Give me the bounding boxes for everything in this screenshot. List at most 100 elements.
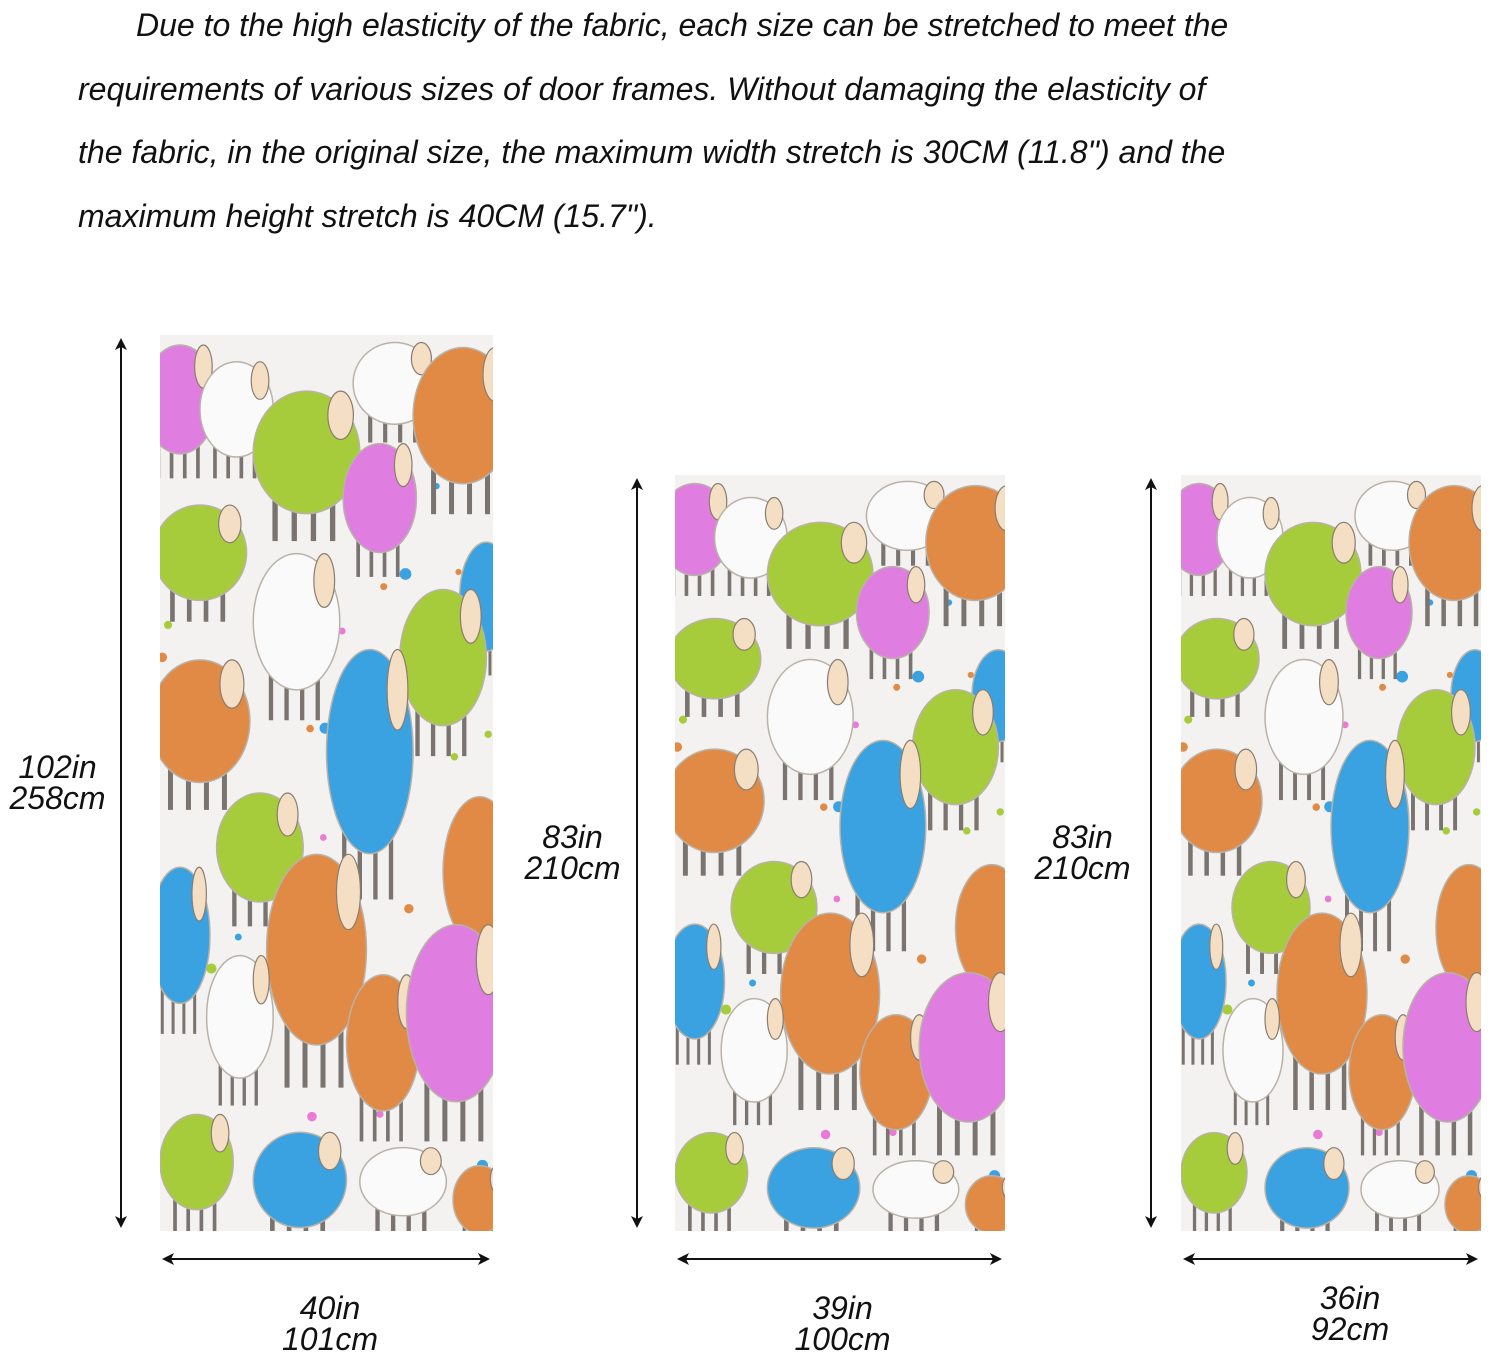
curtain-panel-small [1181,475,1481,1231]
sheep-shape [675,748,765,876]
sheep-shape [839,739,927,952]
sheep-shape [252,1131,348,1231]
sheep-shape [342,442,418,577]
heart-dot [996,808,1004,816]
heart-dot [1312,803,1321,811]
heart-dot [720,1004,732,1015]
height-label-small: 83in 210cm [1015,819,1150,884]
heart-dot [455,568,462,576]
sheep-shape [160,866,211,1034]
heart-dot [749,979,757,987]
sheep-shape [1264,658,1344,801]
sheep-shape [412,346,493,515]
description-line-2: requirements of various sizes of door fr… [78,70,1206,107]
sheep-shape [964,1175,1005,1231]
heart-dot [1379,683,1387,691]
sheep-shape [1264,521,1362,649]
sheep-shape [359,1146,448,1231]
heart-dot [234,933,242,941]
heart-dot [1222,1004,1233,1015]
width-label-medium: 39in 100cm [760,1290,925,1357]
sheep-shape [160,504,248,622]
heart-dot [307,1111,317,1122]
sheep-shape [872,1159,960,1231]
sheep-shape [452,1164,493,1231]
heart-dot [399,568,412,580]
sheep-shape [1181,748,1263,876]
width-label-large: 40in 101cm [250,1290,410,1357]
description-paragraph: Due to the high elasticity of the fabric… [78,0,1498,248]
sheep-shape [675,1131,749,1231]
heart-dot [1472,808,1481,816]
height-in: 83in [542,819,603,855]
sheep-shape [766,1146,861,1231]
sheep-shape [205,954,274,1106]
description-line-4: maximum height stretch is 40CM (15.7"). [78,197,657,234]
heart-dot [1248,979,1255,987]
sheep-shape [779,912,881,1111]
sheep-shape [1396,688,1476,831]
width-in: 40in [299,1290,361,1326]
heart-dot [306,724,314,733]
heart-dot [889,1128,897,1137]
sheep-pattern [1181,480,1481,1231]
heart-dot [678,715,688,724]
sheep-shape [1360,1159,1440,1231]
heart-dot [852,721,859,729]
sheep-shape [345,973,421,1142]
heart-dot [916,954,927,964]
heart-dot [484,730,492,739]
sheep-shape [252,390,361,542]
sheep-shape [730,860,818,974]
sheep-shape [1345,565,1413,680]
sheep-shape [1408,484,1481,627]
heart-dot [1375,1128,1383,1137]
description-line-1: Due to the high elasticity of the fabric… [136,7,1229,43]
sheep-shape [675,923,726,1065]
heart-dot [912,670,925,683]
sheep-shape [1402,971,1481,1156]
sheep-shape [855,565,930,680]
heart-dot [338,627,346,635]
sheep-shape [720,997,788,1126]
heart-dot [1400,954,1410,964]
heart-dot [380,583,388,591]
sheep-shape [1276,912,1368,1111]
width-cm: 101cm [281,1321,379,1357]
description-line-3: the fabric, in the original size, the ma… [78,134,1226,170]
heart-dot [376,1110,384,1118]
sheep-shape [399,588,488,757]
sheep-shape [160,659,251,810]
height-cm: 210cm [524,850,621,886]
sheep-shape [160,1113,234,1231]
sheep-shape [265,853,368,1088]
sheep-shape [199,360,274,479]
heart-dot [893,683,901,691]
height-in: 83in [1052,819,1113,855]
heart-dot [967,671,974,679]
sheep-shape [766,521,874,649]
heart-dot [833,895,841,903]
sheep-shape [925,484,1005,627]
curtain-panel-large [160,335,493,1231]
sheep-shape [405,924,493,1142]
width-in: 36in [1319,1280,1381,1316]
heart-dot [206,963,217,974]
heart-dot [163,620,173,630]
width-in: 39in [812,1290,873,1326]
height-label-large: 102in 258cm [0,749,115,814]
sheep-shape [252,552,341,721]
sheep-shape [215,792,304,927]
sheep-shape [911,688,1000,831]
heart-dot [963,827,971,835]
heart-dot [1396,670,1409,683]
heart-dot [319,834,327,841]
height-in: 102in [18,749,97,785]
heart-dot [1442,827,1450,835]
width-cm: 100cm [794,1321,891,1357]
sheep-shape [766,658,854,801]
width-cm: 92cm [1310,1311,1390,1347]
heart-dot [1324,895,1332,903]
heart-dot [820,1129,831,1140]
